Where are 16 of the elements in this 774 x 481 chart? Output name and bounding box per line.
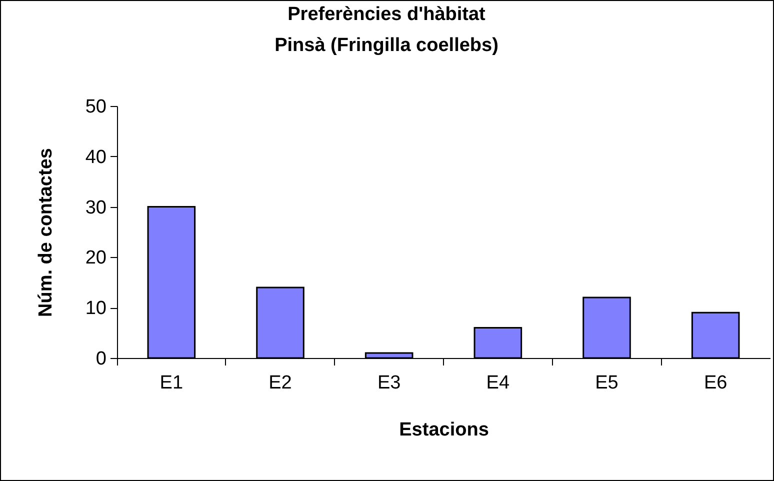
y-tick-label: 50 [85,96,106,118]
y-tick-label: 10 [85,298,106,320]
x-tick-label: E5 [595,372,618,394]
y-tick-label: 30 [85,197,106,218]
x-tick-label: E2 [268,372,292,394]
x-tick-label: E4 [486,372,510,394]
x-tick-label: E1 [160,372,184,394]
chart-title: Preferències d'hàbitat [288,4,486,25]
y-tick-label: 20 [85,248,106,269]
x-tick-label: E3 [377,372,401,394]
y-axis-title: Núm. de contactes [35,148,56,317]
y-tick-label: 40 [85,146,106,168]
x-axis-title: Estacions [399,420,489,440]
y-tick-label: 0 [96,348,106,370]
chart-subtitle: Pinsà (Fringilla coellebs) [274,35,498,56]
x-tick-label: E6 [704,372,728,394]
